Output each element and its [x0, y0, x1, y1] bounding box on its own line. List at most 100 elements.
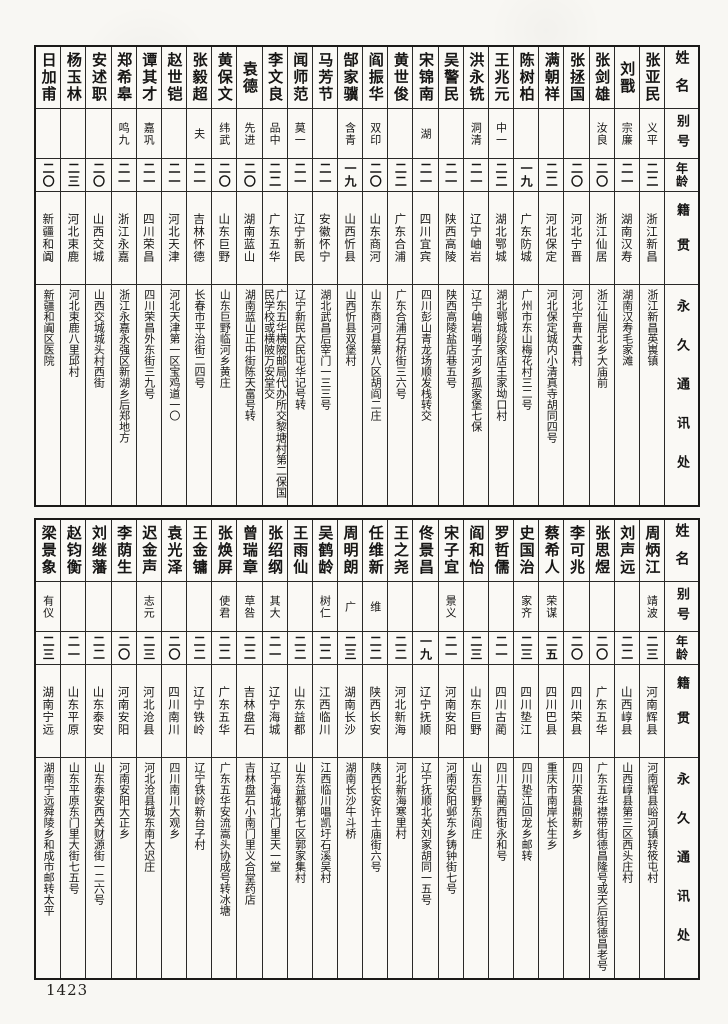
person-origin-cell: 湖南蓝山	[237, 192, 262, 285]
person-age-cell: 二一	[61, 632, 86, 665]
person-alias-cell	[161, 582, 187, 632]
person-name: 周炳江	[643, 525, 662, 576]
person-column: 陈树柏 一九 广东防城 广州市东山梅花村三二号	[513, 47, 539, 505]
person-age-cell: 二一	[262, 632, 287, 665]
person-column: 赵世铠 二一 河北天津 河北天津第一区宝鸡道一〇	[160, 47, 187, 505]
person-column: 袁光泽 二〇 四川南川 四川南川大观乡	[160, 520, 187, 978]
person-address-cell: 山东平原东门里大街七五号	[61, 758, 85, 978]
person-name-cell: 周明朗	[337, 520, 363, 582]
person-address: 辽宁铁岭新台子村	[193, 762, 207, 850]
person-origin: 辽宁岫岩	[468, 213, 483, 263]
person-address: 山东巨野东阎庄	[469, 762, 483, 839]
person-age-cell: 二二	[287, 632, 312, 665]
person-origin: 四川宜宾	[418, 213, 433, 263]
person-alias-cell: 品中	[262, 109, 287, 159]
person-origin-cell: 河北新海	[388, 665, 413, 758]
person-address-cell: 山东益都第七区郭家集村	[288, 758, 312, 978]
person-origin: 湖南宁远	[41, 686, 56, 736]
person-column: 郑希皋 鸣九 二一 浙江永嘉 浙江永嘉永强区新湖乡后郑地方	[110, 47, 136, 505]
person-age-cell: 二三	[639, 632, 664, 665]
person-origin-cell: 湖北鄂城	[488, 192, 514, 285]
person-origin-cell: 陕西长安	[363, 665, 388, 758]
person-name-cell: 周炳江	[639, 520, 664, 582]
person-alias: 有仪	[41, 594, 55, 619]
person-address: 河北天津第一区宝鸡道一〇	[167, 289, 181, 421]
person-origin-cell: 河南安阳	[111, 665, 136, 758]
person-age: 二三	[343, 635, 358, 661]
person-name: 吴鹤龄	[316, 525, 335, 576]
person-age-cell: 二一	[413, 159, 438, 192]
person-address: 浙江永嘉永强区新湖乡后郑地方	[117, 289, 131, 443]
person-age-cell: 二二	[212, 632, 237, 665]
person-alias-cell	[488, 582, 514, 632]
person-name: 赵钧衡	[64, 525, 83, 576]
person-age: 二三	[141, 635, 156, 661]
person-name: 宋锦南	[417, 52, 436, 103]
person-name: 王之尧	[391, 525, 410, 576]
person-age: 二二	[267, 162, 282, 188]
person-address-cell: 陕西长安许士庙街六号	[363, 758, 387, 978]
person-address: 陕西高陵盐店巷五号	[444, 289, 458, 388]
person-name-cell: 吴鹤龄	[312, 520, 337, 582]
person-alias: 汝良	[595, 121, 609, 146]
person-age: 二一	[418, 162, 433, 188]
person-origin: 广东五华	[217, 686, 232, 736]
person-age: 二〇	[594, 162, 609, 188]
person-column: 黄保文 纬武 二〇 山东巨野 山东巨野临河乡黄庄	[211, 47, 237, 505]
person-address-cell: 湖南宁远舜陵乡和成市邮转太平	[36, 758, 60, 978]
person-origin-cell: 四川古蔺	[488, 665, 514, 758]
person-origin: 河北沧县	[141, 686, 156, 736]
person-address-cell: 广东五华横陂邮局代办所交黎塘村第二保国民学校或横陂万安堂交	[263, 285, 287, 505]
person-address-cell: 湖北鄂城段家店王家坳口村	[489, 285, 513, 505]
person-column: 李可兆 二〇 四川荣县 四川荣县鼎新乡	[563, 520, 589, 978]
person-age: 二二	[493, 162, 508, 188]
person-alias: 宗廉	[620, 121, 634, 146]
person-age: 二〇	[569, 162, 584, 188]
header-origin-label: 籍贯	[674, 676, 689, 746]
person-alias-cell	[589, 582, 614, 632]
person-name: 阎振华	[366, 52, 385, 103]
person-origin-cell: 辽宁抚顺	[413, 665, 438, 758]
person-column: 袁德 先进 二〇 湖南蓝山 湖南蓝山正中街陈天富号转	[236, 47, 262, 505]
person-alias-cell: 含青	[337, 109, 363, 159]
person-alias: 维	[368, 600, 382, 613]
person-age: 二二	[217, 635, 232, 661]
person-age-cell: 一九	[514, 159, 539, 192]
person-column: 满朝祥 二二 河北保定 河北保定城内小清真寺胡同四号	[538, 47, 564, 505]
person-age-cell: 二二	[614, 632, 639, 665]
header-age-label: 年龄	[674, 635, 689, 661]
person-address: 辽宁海城北门里天一堂	[268, 762, 282, 872]
person-age: 一九	[519, 162, 534, 188]
person-alias: 鸣九	[117, 121, 131, 146]
person-age-cell: 二〇	[564, 159, 589, 192]
person-column: 任维新 维 二二 陕西长安 陕西长安许士庙街六号	[362, 520, 388, 978]
person-origin: 广东五华	[267, 213, 282, 263]
person-origin-cell: 四川南川	[161, 665, 187, 758]
person-age: 二三	[644, 635, 659, 661]
person-address: 浙江新昌英嵔镇	[645, 289, 659, 366]
person-origin: 吉林盘石	[242, 686, 257, 736]
person-address-cell: 江西临川唱凯圩石溪吴村	[313, 758, 337, 978]
person-address-cell: 广州市东山梅花村三二号	[514, 285, 538, 505]
person-address: 河北沧县城东南大迟庄	[142, 762, 156, 872]
person-name: 郜家骥	[341, 52, 360, 103]
header-address-label: 永久通讯处	[674, 772, 689, 967]
person-name: 阎和怡	[467, 525, 486, 576]
person-address: 广东五华横陂邮局代办所交黎塘村第二保国民学校或横陂万安堂交	[262, 289, 287, 498]
person-origin-cell: 湖南宁远	[36, 665, 61, 758]
person-address-cell: 山西交城城头村西街	[86, 285, 110, 505]
person-age: 二〇	[242, 162, 257, 188]
person-alias-cell: 使君	[212, 582, 237, 632]
person-name-cell: 阎振华	[363, 47, 388, 109]
person-alias: 靖波	[645, 594, 659, 619]
person-column: 刘声远 二二 山西崞县 山西崞县第三区西头庄村	[613, 520, 639, 978]
person-age-cell: 二一	[312, 159, 337, 192]
person-address-cell: 山东巨野临河乡黄庄	[212, 285, 236, 505]
person-origin: 陕西高陵	[443, 213, 458, 263]
person-column: 周炳江 靖波 二三 河南辉县 河南辉县峪河镇转筱屯村	[638, 520, 664, 978]
person-name-cell: 郜家骥	[337, 47, 363, 109]
person-origin-cell: 山东泰安	[86, 665, 111, 758]
person-name: 谭其才	[140, 52, 159, 103]
person-alias-cell: 纬武	[212, 109, 237, 159]
person-origin: 山东泰安	[91, 686, 106, 736]
